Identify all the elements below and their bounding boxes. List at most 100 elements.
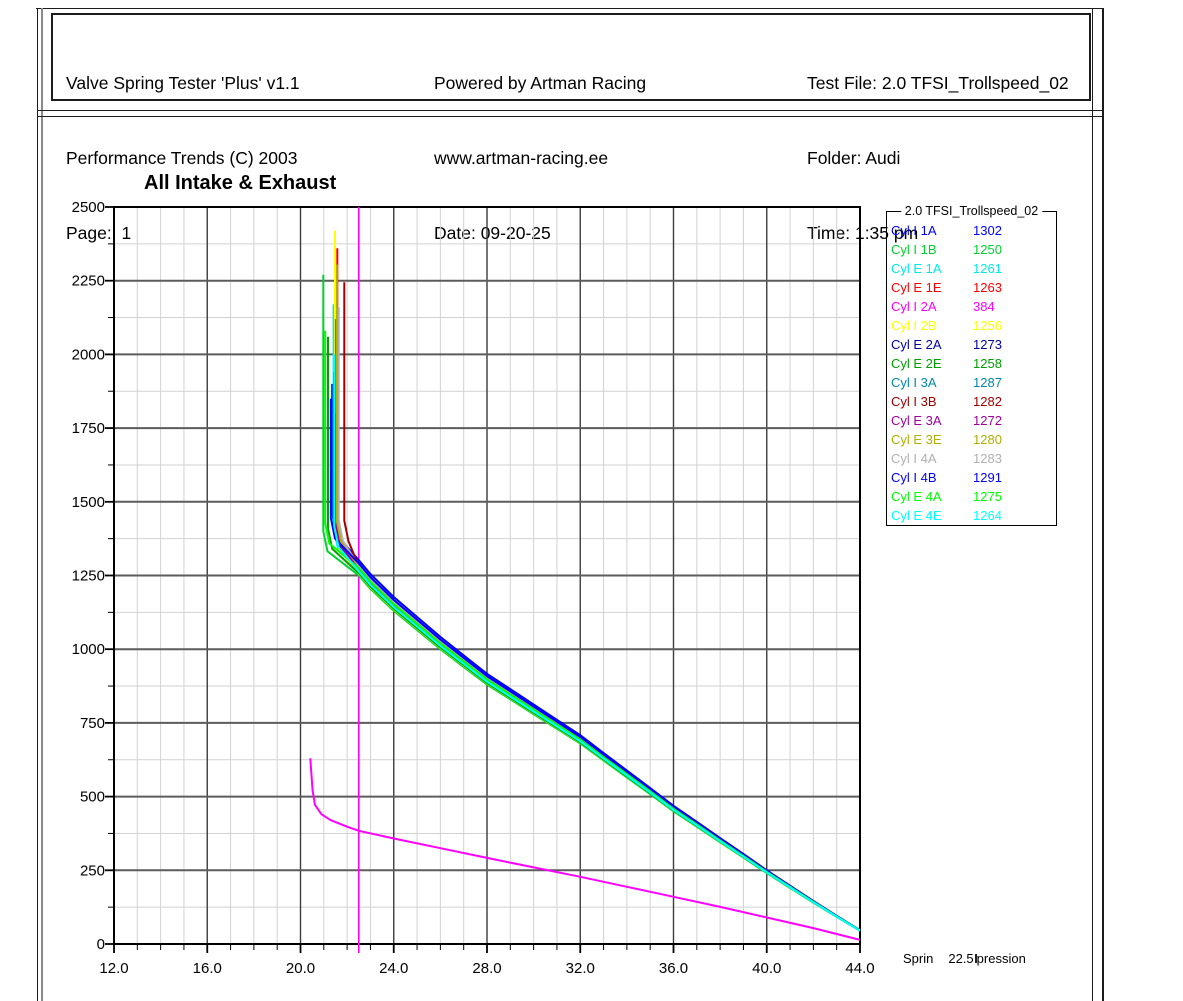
legend-series-value: 1261 bbox=[973, 261, 1002, 276]
page-right-rule-outer bbox=[1102, 8, 1104, 1001]
legend-series-value: 1250 bbox=[973, 242, 1002, 257]
legend-row: Cyl I 2B 1256 bbox=[891, 316, 1054, 335]
legend-series-value: 1287 bbox=[973, 375, 1002, 390]
page-right-rule-inner bbox=[1092, 8, 1093, 1001]
y-tick-label: 2000 bbox=[72, 346, 105, 363]
legend-series-value: 384 bbox=[973, 299, 995, 314]
curve-cyl-i-1a bbox=[331, 383, 861, 932]
x-axis-label-right: pression bbox=[976, 951, 1026, 966]
legend-row: Cyl I 4A 1283 bbox=[891, 449, 1054, 468]
y-tick-label: 2250 bbox=[72, 273, 105, 290]
x-tick-label: 12.0 bbox=[99, 960, 128, 977]
chart-title: All Intake & Exhaust bbox=[144, 172, 337, 194]
legend-row: Cyl E 1E 1263 bbox=[891, 278, 1054, 297]
page-left-rule-outer bbox=[37, 8, 38, 1001]
curve-cyl-i-4b bbox=[329, 398, 861, 932]
legend-series-name: Cyl I 1A bbox=[891, 223, 937, 238]
y-tick-label: 750 bbox=[80, 715, 105, 732]
x-tick-label: 24.0 bbox=[379, 960, 408, 977]
curve-cyl-i-2a bbox=[309, 758, 861, 941]
x-tick-label: 28.0 bbox=[472, 960, 501, 977]
legend-row: Cyl E 4A 1275 bbox=[891, 487, 1054, 506]
curve-cyl-e-4e bbox=[333, 354, 861, 932]
legend-series-name: Cyl E 3A bbox=[891, 413, 942, 428]
y-tick-label: 250 bbox=[80, 862, 105, 879]
legend-series-name: Cyl E 1E bbox=[891, 280, 942, 295]
legend-series-name: Cyl I 2B bbox=[891, 318, 937, 333]
x-tick-label: 40.0 bbox=[752, 960, 781, 977]
page-number: Page: 1 bbox=[66, 223, 132, 243]
curve-cyl-e-2a bbox=[333, 372, 861, 932]
legend-row: Cyl E 2E 1258 bbox=[891, 354, 1054, 373]
legend-box: 2.0 TFSI_Trollspeed_02 Cyl I 1A 1302 Cyl I… bbox=[886, 204, 1057, 526]
x-tick-label: 32.0 bbox=[566, 960, 595, 977]
x-tick-label: 16.0 bbox=[193, 960, 222, 977]
folder: Folder: Audi bbox=[807, 148, 901, 168]
powered-by: Powered by Artman Racing bbox=[434, 73, 647, 93]
y-tick-label: 1250 bbox=[72, 568, 105, 585]
legend-series-value: 1258 bbox=[973, 356, 1002, 371]
legend-series-name: Cyl E 1A bbox=[891, 261, 942, 276]
y-tick-label: 0 bbox=[97, 936, 105, 953]
legend-series-name: Cyl I 3A bbox=[891, 375, 937, 390]
main-box-top-rule-1 bbox=[38, 110, 1102, 111]
legend-row: Cyl I 3A 1287 bbox=[891, 373, 1054, 392]
legend-row: Cyl E 3E 1280 bbox=[891, 430, 1054, 449]
legend-series-value: 1291 bbox=[973, 470, 1002, 485]
legend-series-value: 1283 bbox=[973, 451, 1002, 466]
test-file: Test File: 2.0 TFSI_Trollspeed_02 bbox=[807, 73, 1069, 93]
x-tick-label: 36.0 bbox=[659, 960, 688, 977]
curve-cyl-i-2b bbox=[334, 230, 861, 932]
legend-series-value: 1282 bbox=[973, 394, 1002, 409]
legend-row: Cyl E 2A 1273 bbox=[891, 335, 1054, 354]
y-tick-label: 1500 bbox=[72, 494, 105, 511]
legend-series-name: Cyl I 4A bbox=[891, 451, 937, 466]
legend-series-value: 1272 bbox=[973, 413, 1002, 428]
legend-series-value: 1275 bbox=[973, 489, 1002, 504]
legend-row: Cyl I 2A 384 bbox=[891, 297, 1054, 316]
page-left-rule-inner bbox=[41, 8, 43, 1001]
legend-series-value: 1273 bbox=[973, 337, 1002, 352]
legend-series-name: Cyl I 3B bbox=[891, 394, 937, 409]
y-tick-label: 500 bbox=[80, 789, 105, 806]
y-tick-label: 1000 bbox=[72, 641, 105, 658]
report-time: Time: 1:35 pm bbox=[807, 223, 919, 243]
legend-row: Cyl E 4E 1264 bbox=[891, 506, 1054, 525]
legend-series-name: Cyl I 1B bbox=[891, 242, 937, 257]
header-col-brand: Powered by Artman Racing www.artman-raci… bbox=[434, 21, 646, 296]
legend-rows: Cyl I 1A 1302 Cyl I 1B 1250 Cyl E 1A 1261 Cyl … bbox=[891, 221, 1054, 525]
y-tick-label: 2500 bbox=[72, 199, 105, 216]
legend-series-name: Cyl E 3E bbox=[891, 432, 942, 447]
legend-series-value: 1256 bbox=[973, 318, 1002, 333]
x-tick-label: 44.0 bbox=[845, 960, 874, 977]
x-axis-label: Sprin 22.5 pression bbox=[903, 951, 1026, 966]
legend-series-name: Cyl E 2A bbox=[891, 337, 942, 352]
legend-row: Cyl E 1A 1261 bbox=[891, 259, 1054, 278]
app-title: Valve Spring Tester 'Plus' v1.1 bbox=[66, 73, 300, 93]
plot-border bbox=[113, 206, 861, 945]
legend-series-value: 1302 bbox=[973, 223, 1002, 238]
legend-series-name: Cyl E 4E bbox=[891, 508, 942, 523]
legend-series-name: Cyl E 4A bbox=[891, 489, 942, 504]
legend-series-name: Cyl E 2E bbox=[891, 356, 942, 371]
app-copyright: Performance Trends (C) 2003 bbox=[66, 148, 298, 168]
cursor-value: 22.5 bbox=[948, 951, 974, 966]
legend-series-name: Cyl I 4B bbox=[891, 470, 937, 485]
curve-cyl-e-3a bbox=[334, 413, 861, 932]
page-top-rule bbox=[36, 8, 1104, 9]
legend-row: Cyl I 4B 1291 bbox=[891, 468, 1054, 487]
x-tick-label: 20.0 bbox=[286, 960, 315, 977]
header-col-app: Valve Spring Tester 'Plus' v1.1 Performa… bbox=[66, 21, 300, 296]
legend-row: Cyl E 3A 1272 bbox=[891, 411, 1054, 430]
main-box-top-rule-2 bbox=[38, 116, 1102, 117]
legend-row: Cyl I 3B 1282 bbox=[891, 392, 1054, 411]
y-tick-label: 1750 bbox=[72, 420, 105, 437]
report-header: Valve Spring Tester 'Plus' v1.1 Performa… bbox=[51, 13, 1091, 243]
legend-title: 2.0 TFSI_Trollspeed_02 bbox=[900, 204, 1043, 218]
legend-series-value: 1263 bbox=[973, 280, 1002, 295]
legend-series-value: 1280 bbox=[973, 432, 1002, 447]
curve-cyl-e-1e bbox=[336, 248, 861, 932]
curve-cyl-e-3e bbox=[335, 264, 861, 932]
legend-series-name: Cyl I 2A bbox=[891, 299, 937, 314]
